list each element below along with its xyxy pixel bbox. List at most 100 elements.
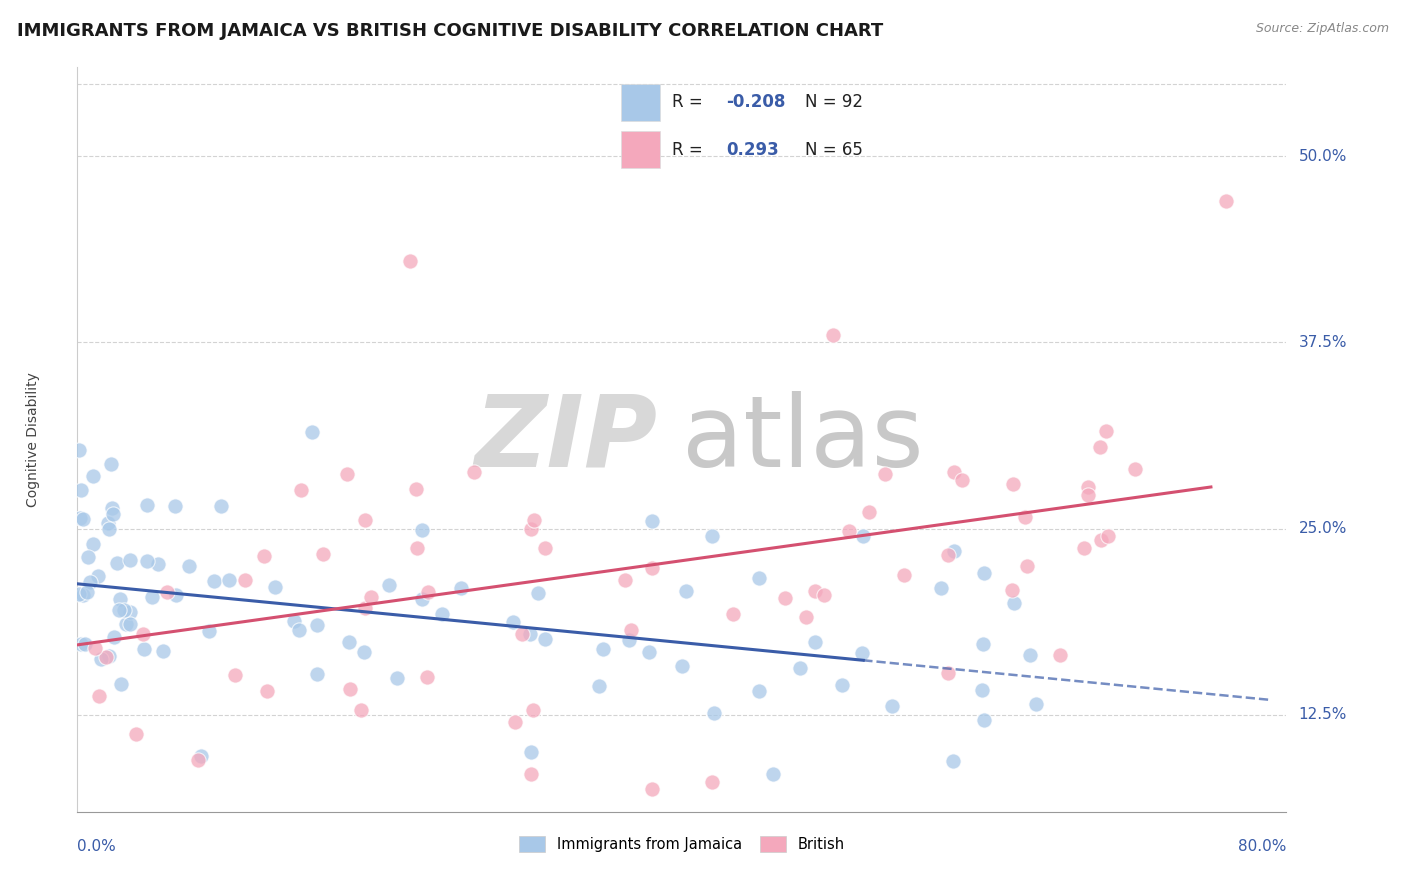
Text: 80.0%: 80.0% — [1239, 838, 1286, 854]
Point — [141, 590, 163, 604]
Point — [108, 603, 131, 617]
Point — [337, 635, 360, 649]
Point — [94, 650, 117, 665]
Point — [519, 627, 541, 641]
Point — [399, 253, 422, 268]
Point — [1001, 582, 1024, 597]
Point — [69, 511, 91, 525]
Point — [592, 642, 614, 657]
Point — [405, 483, 427, 497]
Point — [385, 671, 408, 685]
Point — [101, 507, 124, 521]
FancyBboxPatch shape — [620, 131, 659, 168]
Point — [209, 500, 232, 514]
Point — [152, 644, 174, 658]
Point — [75, 637, 97, 651]
Point — [804, 635, 827, 649]
Point — [107, 556, 129, 570]
Text: 50.0%: 50.0% — [1299, 149, 1347, 164]
Point — [952, 473, 974, 487]
Point — [165, 588, 187, 602]
Point — [450, 582, 472, 596]
Point — [638, 645, 661, 659]
Point — [87, 569, 110, 583]
Point — [520, 745, 543, 759]
Point — [1215, 194, 1237, 208]
Point — [70, 483, 93, 497]
Point — [132, 627, 155, 641]
Point — [301, 425, 323, 439]
Point — [703, 706, 725, 720]
Point — [114, 617, 136, 632]
Point — [838, 524, 860, 538]
Point — [411, 591, 433, 606]
Point — [202, 574, 225, 588]
Point — [120, 552, 142, 566]
Point — [69, 443, 91, 458]
Point — [76, 549, 98, 564]
Point — [256, 683, 278, 698]
Point — [190, 748, 212, 763]
Point — [852, 529, 875, 543]
Point — [520, 522, 543, 536]
Point — [82, 536, 104, 550]
Point — [305, 666, 328, 681]
Point — [67, 587, 90, 601]
Point — [762, 767, 785, 781]
Point — [1017, 558, 1039, 573]
Point — [527, 586, 550, 600]
Point — [148, 558, 170, 572]
Point — [290, 483, 312, 498]
Point — [942, 754, 965, 768]
Point — [1090, 533, 1112, 547]
Point — [533, 541, 555, 555]
Point — [112, 603, 135, 617]
Point — [748, 571, 770, 585]
Point — [89, 689, 111, 703]
Text: 12.5%: 12.5% — [1299, 707, 1347, 723]
Point — [136, 498, 159, 512]
Point — [502, 615, 524, 629]
Point — [588, 679, 610, 693]
Point — [523, 513, 546, 527]
Text: atlas: atlas — [682, 391, 924, 488]
Text: Source: ZipAtlas.com: Source: ZipAtlas.com — [1256, 22, 1389, 36]
Point — [858, 505, 880, 519]
Point — [748, 684, 770, 698]
Point — [83, 640, 105, 655]
Point — [360, 590, 382, 604]
Text: N = 92: N = 92 — [806, 94, 863, 112]
Point — [1014, 510, 1036, 524]
Point — [641, 514, 664, 528]
Point — [108, 591, 131, 606]
Text: Cognitive Disability: Cognitive Disability — [25, 372, 39, 507]
Point — [522, 703, 544, 717]
Point — [520, 767, 543, 781]
Point — [98, 648, 121, 663]
Point — [307, 618, 329, 632]
Point — [702, 529, 724, 543]
Point — [79, 575, 101, 590]
Point — [253, 549, 276, 563]
Point — [463, 465, 485, 479]
Point — [124, 727, 146, 741]
Point — [69, 637, 91, 651]
Point — [353, 513, 375, 527]
Point — [970, 682, 993, 697]
Point — [224, 667, 246, 681]
Point — [82, 469, 104, 483]
Point — [773, 591, 796, 605]
Point — [931, 581, 953, 595]
Point — [1097, 529, 1119, 543]
Point — [336, 467, 359, 482]
Point — [132, 641, 155, 656]
Point — [505, 715, 527, 730]
Point — [534, 632, 557, 647]
Point — [1095, 424, 1118, 438]
Point — [702, 775, 724, 789]
Point — [100, 457, 122, 471]
Point — [103, 630, 125, 644]
Text: IMMIGRANTS FROM JAMAICA VS BRITISH COGNITIVE DISABILITY CORRELATION CHART: IMMIGRANTS FROM JAMAICA VS BRITISH COGNI… — [17, 22, 883, 40]
Point — [973, 713, 995, 727]
Text: 0.293: 0.293 — [727, 141, 779, 159]
